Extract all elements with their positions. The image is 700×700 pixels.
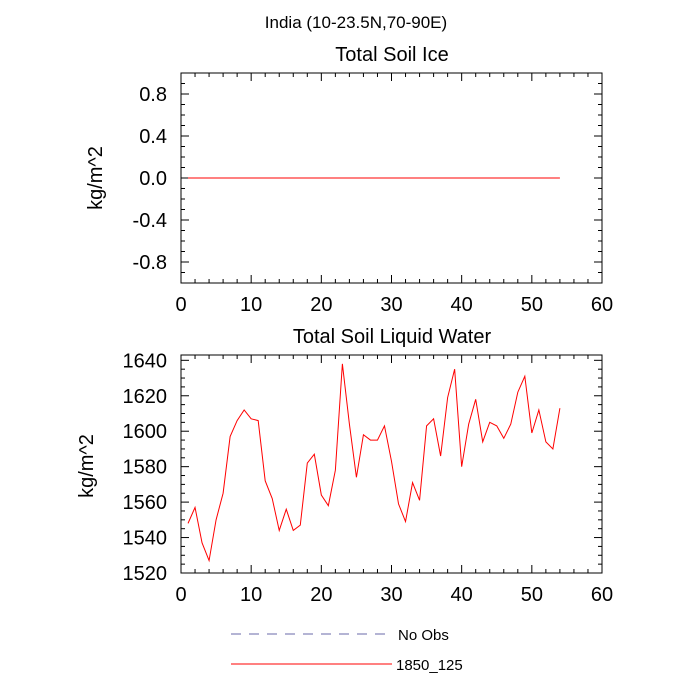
panel-soil-liquid-water: Total Soil Liquid Water kg/m^2 0 10 20 30 40… bbox=[76, 326, 613, 606]
soil-liquid-water-y-tick-label: 1580 bbox=[123, 457, 168, 479]
soil-liquid-water-y-tick-label: 1540 bbox=[123, 528, 168, 550]
soil-liquid-water-x-tick-label: 40 bbox=[451, 584, 473, 606]
panel-soil-liquid-water-y-tick-labels: 1520 1540 1560 1580 1600 1620 1640 bbox=[123, 350, 168, 585]
panel-soil-liquid-water-title: Total Soil Liquid Water bbox=[293, 326, 492, 348]
soil-ice-y-tick-label: 0.8 bbox=[139, 84, 167, 106]
soil-ice-y-tick-label: -0.4 bbox=[133, 210, 167, 232]
soil-liquid-water-x-tick-label: 30 bbox=[380, 584, 402, 606]
panel-soil-liquid-water-frame bbox=[180, 354, 603, 574]
soil-liquid-water-y-tick-label: 1600 bbox=[123, 421, 168, 443]
panel-soil-liquid-water-series bbox=[187, 363, 561, 563]
legend-label-1850-125: 1850_125 bbox=[396, 657, 463, 674]
soil-liquid-water-y-tick-label: 1560 bbox=[123, 492, 168, 514]
legend-label-no-obs: No Obs bbox=[398, 627, 449, 644]
soil-liquid-water-x-tick-label: 60 bbox=[591, 584, 613, 606]
soil-liquid-water-x-tick-label: 20 bbox=[310, 584, 332, 606]
soil-ice-x-tick-label: 30 bbox=[380, 294, 402, 316]
panel-soil-ice-ylabel: kg/m^2 bbox=[85, 146, 107, 210]
panel-soil-ice-frame bbox=[180, 72, 603, 284]
soil-ice-y-tick-label: 0.4 bbox=[139, 126, 167, 148]
soil-ice-x-tick-label: 50 bbox=[521, 294, 543, 316]
soil-liquid-water-y-tick-label: 1520 bbox=[123, 563, 168, 585]
figure-suptitle: India (10-23.5N,70-90E) bbox=[265, 13, 447, 32]
soil-ice-x-tick-label: 60 bbox=[591, 294, 613, 316]
soil-liquid-water-x-tick-label: 0 bbox=[175, 584, 186, 606]
soil-ice-x-tick-label: 20 bbox=[310, 294, 332, 316]
soil-ice-y-tick-label: -0.8 bbox=[133, 252, 167, 274]
soil-liquid-water-x-tick-label: 50 bbox=[521, 584, 543, 606]
soil-ice-x-tick-label: 10 bbox=[240, 294, 262, 316]
soil-liquid-water-x-tick-label: 10 bbox=[240, 584, 262, 606]
panel-soil-ice-x-tick-labels: 0 10 20 30 40 50 60 bbox=[175, 294, 613, 316]
soil-ice-x-tick-label: 0 bbox=[175, 294, 186, 316]
panel-soil-ice-y-tick-labels: -0.8 -0.4 0.0 0.4 0.8 bbox=[133, 84, 167, 274]
soil-ice-x-tick-label: 40 bbox=[451, 294, 473, 316]
panel-soil-liquid-water-ylabel: kg/m^2 bbox=[76, 434, 98, 498]
soil-liquid-water-series-line bbox=[187, 363, 561, 563]
panel-soil-ice: Total Soil Ice kg/m^2 0 10 20 30 40 50 60 -0.8… bbox=[85, 44, 613, 316]
soil-ice-y-tick-label: 0.0 bbox=[139, 168, 167, 190]
panel-soil-liquid-water-ticks bbox=[180, 355, 603, 574]
legend: No Obs 1850_125 bbox=[231, 627, 463, 674]
panel-soil-ice-title: Total Soil Ice bbox=[335, 44, 448, 66]
soil-liquid-water-y-tick-label: 1640 bbox=[123, 350, 168, 372]
panel-soil-liquid-water-x-tick-labels: 0 10 20 30 40 50 60 bbox=[175, 584, 613, 606]
soil-liquid-water-y-tick-label: 1620 bbox=[123, 386, 168, 408]
